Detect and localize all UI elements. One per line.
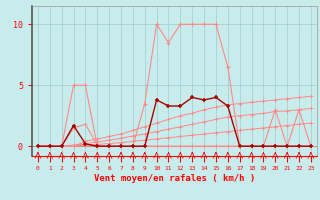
X-axis label: Vent moyen/en rafales ( km/h ): Vent moyen/en rafales ( km/h )	[94, 174, 255, 183]
